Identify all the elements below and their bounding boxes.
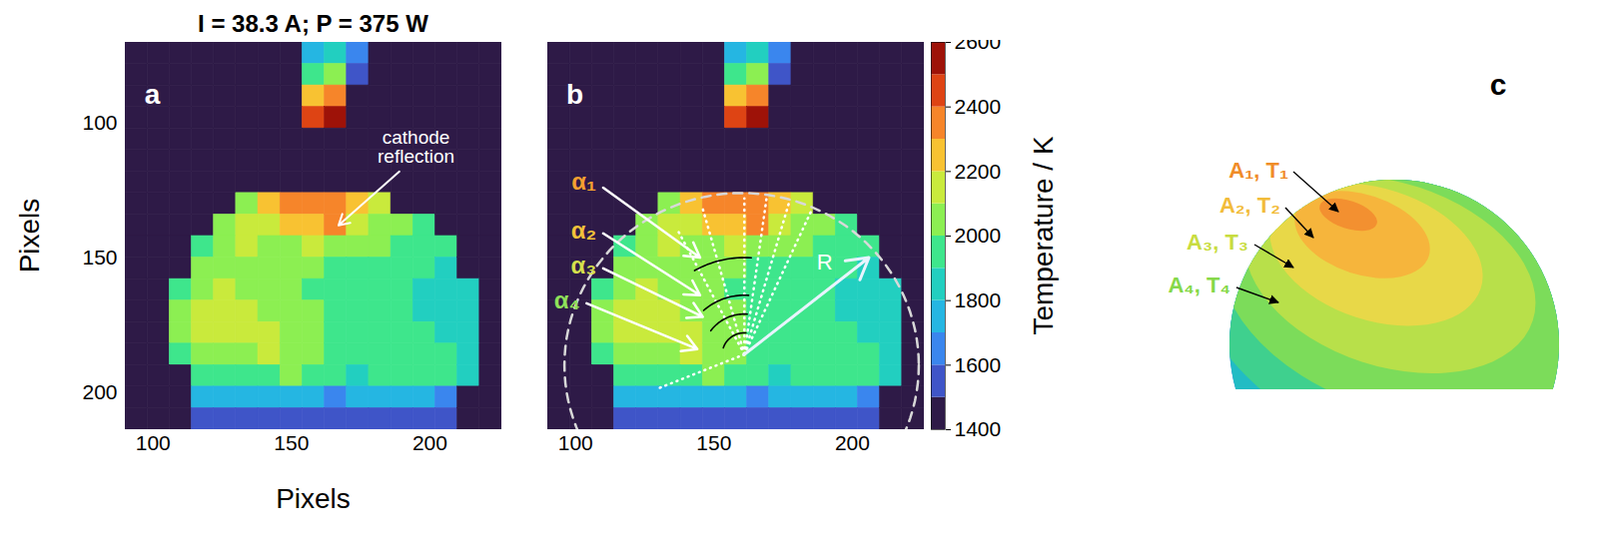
svg-text:A₁, T₁: A₁, T₁ <box>1228 157 1289 183</box>
svg-text:c: c <box>1490 67 1508 101</box>
html-text:Pixels: Pixels <box>13 198 45 274</box>
svg-text:1600: 1600 <box>954 353 1002 377</box>
svg-text:a: a <box>144 78 161 110</box>
svg-text:α₃: α₃ <box>571 251 598 279</box>
svg-text:100: 100 <box>135 431 171 455</box>
svg-text:100: 100 <box>81 110 117 134</box>
html-text:Pixels: Pixels <box>275 483 351 515</box>
svg-text:R: R <box>816 249 833 275</box>
svg-text:150: 150 <box>81 245 117 269</box>
svg-text:200: 200 <box>412 431 448 455</box>
svg-text:2600: 2600 <box>954 39 1002 53</box>
svg-text:200: 200 <box>81 379 117 403</box>
svg-text:1400: 1400 <box>954 417 1002 441</box>
svg-text:200: 200 <box>834 431 870 455</box>
html-text:I = 38.3 A; P = 375 W: I = 38.3 A; P = 375 W <box>197 9 429 37</box>
html-text:Temperature / K: Temperature / K <box>1027 136 1059 336</box>
svg-text:150: 150 <box>273 431 309 455</box>
svg-text:A₄, T₄: A₄, T₄ <box>1167 272 1231 298</box>
svg-text:100: 100 <box>558 431 594 455</box>
svg-text:A₂, T₂: A₂, T₂ <box>1219 192 1281 218</box>
svg-text:2400: 2400 <box>954 94 1002 118</box>
svg-text:α₂: α₂ <box>571 216 597 244</box>
svg-text:2200: 2200 <box>954 159 1002 183</box>
svg-text:α₄: α₄ <box>554 286 581 314</box>
svg-text:2000: 2000 <box>954 223 1002 247</box>
svg-text:b: b <box>566 78 584 110</box>
svg-text:cathodereflection: cathodereflection <box>377 126 455 167</box>
svg-text:A₃, T₃: A₃, T₃ <box>1186 229 1249 255</box>
svg-text:α₁: α₁ <box>571 167 597 195</box>
svg-text:150: 150 <box>696 431 732 455</box>
svg-text:1800: 1800 <box>954 288 1002 312</box>
